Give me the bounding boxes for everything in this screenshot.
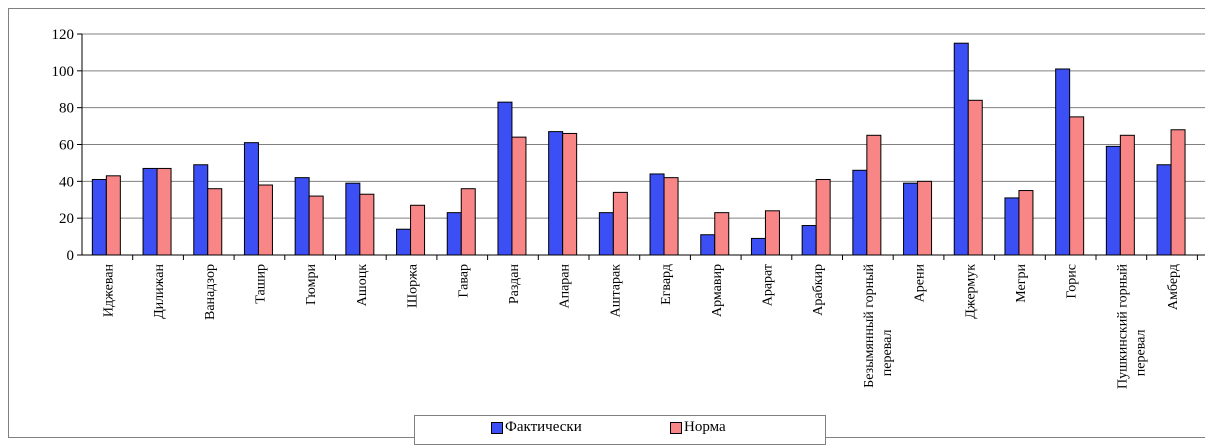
x-tick-label-8: Раздан [507,263,522,304]
bar-actual-11 [649,173,665,256]
bar-actual-19 [1055,68,1071,256]
bar-actual-21 [1156,164,1172,256]
legend-label-norm: Норма [684,419,726,435]
x-tick-label-19: Горис [1065,264,1080,299]
bar-actual-13 [750,237,766,256]
bar-norm-19 [1069,116,1085,256]
bar-norm-14 [815,178,831,256]
bar-actual-3 [243,142,259,256]
bar-norm-10 [612,191,628,256]
x-tick-label-4: Гюмри [304,264,319,306]
bar-norm-11 [663,177,679,256]
x-tick-label-20: Пушкинский горный перевал [1115,264,1148,389]
bar-norm-3 [257,184,273,256]
x-tick-label-11: Егвард [659,264,674,305]
x-tick-label-5: Ашоцк [355,264,370,306]
bar-norm-18 [1018,190,1034,256]
bar-norm-7 [460,188,476,256]
x-tick-label-1: Дилижан [152,263,167,318]
bar-norm-5 [359,193,375,256]
bar-norm-0 [105,175,121,256]
x-tick-label-15: Безымянный горный перевал [862,263,895,387]
bar-actual-12 [700,234,716,256]
bar-norm-16 [917,180,933,256]
x-tick-label-12: Армавир [710,264,725,317]
x-tick-label-9: Апаран [558,264,573,309]
bar-actual-17 [953,42,969,256]
bar-actual-5 [345,182,361,256]
y-tick-label-20: 20 [59,211,74,227]
legend-swatch-actual [491,421,503,434]
bar-norm-9 [562,132,578,256]
y-tick-label-80: 80 [59,101,74,117]
x-tick-label-6: Шоржа [406,263,421,308]
bar-actual-2 [193,164,209,256]
bar-norm-17 [967,99,983,256]
bar-actual-7 [446,212,462,256]
bar-actual-16 [903,182,919,256]
x-tick-label-7: Гавар [456,264,471,298]
x-tick-label-14: Арабкир [811,264,826,316]
bar-norm-1 [156,167,172,256]
x-tick-label-3: Ташир [253,264,268,304]
x-tick-label-0: Иджеван [101,264,116,318]
bar-actual-6 [396,228,412,256]
bar-actual-1 [142,167,158,256]
bar-actual-0 [91,178,107,256]
bar-actual-20 [1105,145,1121,256]
bar-norm-15 [866,134,882,256]
x-tick-label-17: Джермук [963,264,978,319]
y-tick-label-0: 0 [67,248,75,264]
bar-actual-14 [801,225,817,256]
legend-item-norm: Норма [670,419,726,436]
x-tick-label-2: Ванадзор [203,264,218,320]
legend-label-actual: Фактически [505,419,582,435]
x-tick-label-13: Арарат [760,264,775,306]
bar-chart: 0 20 40 60 80 100 120 Иджеван Дилижан Ванадзор Таш… [52,27,1205,389]
bar-norm-13 [764,210,780,256]
bar-actual-10 [598,212,614,256]
y-tick-label-100: 100 [52,64,75,80]
bar-norm-12 [714,212,730,256]
legend: Фактически Норма [414,415,826,445]
bar-norm-6 [410,204,426,256]
y-tick-label-120: 120 [52,27,75,43]
bar-norm-21 [1170,129,1186,256]
y-tick-label-60: 60 [59,138,74,154]
y-tick-label-40: 40 [59,174,74,190]
chart-frame: 0 20 40 60 80 100 120 Иджеван Дилижан Ванадзор Таш… [8,8,1205,445]
bar-actual-15 [852,169,868,256]
bar-norm-2 [207,188,223,256]
bar-actual-8 [497,101,513,256]
x-tick-label-18: Мегри [1014,263,1029,302]
x-tick-label-10: Аштарак [608,264,623,318]
bar-actual-4 [294,177,310,256]
legend-swatch-norm [670,421,682,434]
x-tick-label-16: Арени [913,263,928,302]
bar-norm-20 [1119,134,1135,256]
bar-norm-8 [511,136,527,256]
bar-actual-18 [1004,197,1020,256]
legend-item-actual: Фактически [491,419,582,436]
bar-norm-4 [308,195,324,256]
x-tick-label-21: Амберд [1166,264,1181,310]
bar-actual-9 [548,131,564,256]
